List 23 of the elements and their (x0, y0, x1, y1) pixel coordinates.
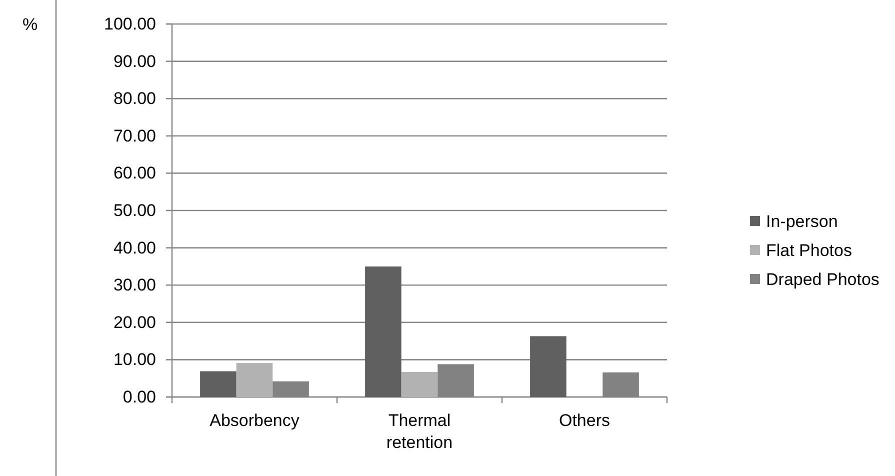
y-tick-label: 70.00 (113, 126, 156, 146)
y-tick-label: 90.00 (113, 52, 156, 71)
y-tick-label: 0.00 (122, 387, 156, 406)
legend-label: Draped Photos (766, 270, 880, 289)
bar (236, 363, 273, 397)
bar (530, 336, 566, 397)
legend-label: In-person (766, 212, 838, 231)
y-tick-label: 20.00 (113, 312, 156, 332)
y-axis-title: % (22, 15, 38, 34)
bar (401, 372, 438, 397)
y-tick-label: 80.00 (113, 89, 156, 108)
x-tick-label: Absorbency (210, 411, 300, 430)
bar (365, 266, 402, 397)
y-tick-label: 100.00 (104, 14, 156, 34)
x-tick-label: Thermal retention (386, 411, 453, 452)
y-tick-label: 60.00 (113, 164, 156, 183)
y-tick-label: 50.00 (113, 200, 156, 220)
y-tick-label: 30.00 (113, 276, 156, 295)
y-tick-label: 10.00 (113, 350, 156, 370)
x-tick-label: Others (558, 411, 610, 430)
bar (200, 371, 236, 397)
y-tick-label: 40.00 (113, 238, 156, 258)
legend-label: Flat Photos (766, 241, 852, 260)
